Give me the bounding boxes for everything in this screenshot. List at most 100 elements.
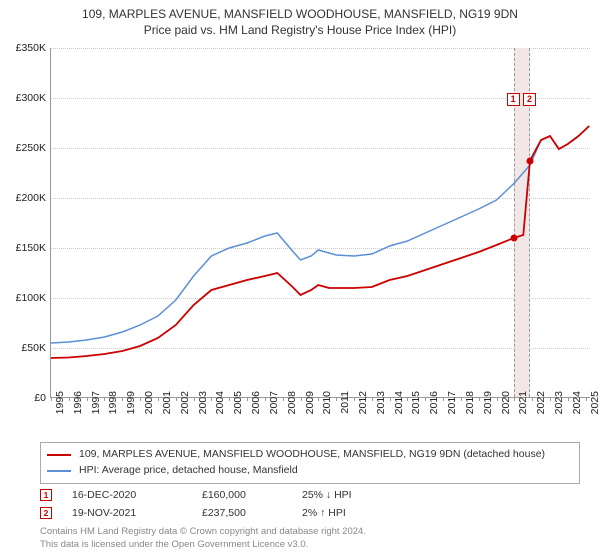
x-tick-mark [51,397,52,401]
x-tick-label: 2025 [589,391,600,414]
x-tick-mark [586,397,587,401]
x-tick-label: 2016 [428,391,440,414]
x-tick-label: 1995 [54,391,66,414]
x-tick-label: 2015 [410,391,422,414]
y-tick-label: £200K [6,192,46,204]
x-tick-label: 2017 [446,391,458,414]
legend: 109, MARPLES AVENUE, MANSFIELD WOODHOUSE… [40,442,580,484]
x-tick-mark [122,397,123,401]
x-tick-label: 2023 [553,391,565,414]
footer-attribution: Contains HM Land Registry data © Crown c… [40,526,366,552]
x-tick-mark [479,397,480,401]
plot-area: 12 1995199619971998199920002001200220032… [50,48,590,398]
x-tick-label: 2005 [232,391,244,414]
x-tick-mark [158,397,159,401]
chart-area: £0 £50K £100K £150K £200K £250K £300K £350K 12 … [8,42,592,432]
x-tick-label: 2022 [535,391,547,414]
x-tick-mark [318,397,319,401]
x-tick-label: 2003 [197,391,209,414]
x-tick-mark [211,397,212,401]
marker-pct-1: 25% ↓ HPI [302,489,422,501]
x-tick-label: 2004 [214,391,226,414]
footer-line2: This data is licensed under the Open Gov… [40,539,366,552]
marker-row-1: 1 16-DEC-2020 £160,000 25% ↓ HPI [40,486,422,504]
marker-date-1: 16-DEC-2020 [72,489,202,501]
x-tick-label: 1997 [90,391,102,414]
title-line2: Price paid vs. HM Land Registry's House … [0,22,600,38]
title-line1: 109, MARPLES AVENUE, MANSFIELD WOODHOUSE… [0,6,600,22]
x-tick-label: 2024 [571,391,583,414]
x-tick-mark [229,397,230,401]
marker-badge-2: 2 [40,507,52,519]
x-tick-label: 2000 [143,391,155,414]
x-tick-label: 1998 [107,391,119,414]
x-tick-mark [104,397,105,401]
marker-price-2: £237,500 [202,507,302,519]
x-tick-label: 2006 [250,391,262,414]
x-tick-mark [140,397,141,401]
marker-box-1: 1 [507,93,520,106]
x-tick-label: 2012 [357,391,369,414]
series-hpi [51,126,589,343]
legend-item-property: 109, MARPLES AVENUE, MANSFIELD WOODHOUSE… [47,447,573,463]
x-tick-label: 2021 [517,391,529,414]
sale-markers-table: 1 16-DEC-2020 £160,000 25% ↓ HPI 2 19-NO… [40,486,422,522]
x-tick-mark [461,397,462,401]
marker-pct-2: 2% ↑ HPI [302,507,422,519]
y-tick-label: £150K [6,242,46,254]
marker-row-2: 2 19-NOV-2021 £237,500 2% ↑ HPI [40,504,422,522]
y-tick-label: £100K [6,292,46,304]
marker-badge-1: 1 [40,489,52,501]
x-tick-label: 1999 [125,391,137,414]
sale-point-2 [527,157,534,164]
x-tick-label: 2014 [393,391,405,414]
legend-swatch-property [47,454,71,456]
x-tick-label: 2018 [464,391,476,414]
x-tick-mark [497,397,498,401]
x-tick-mark [568,397,569,401]
x-tick-label: 2001 [161,391,173,414]
sale-point-1 [510,235,517,242]
x-tick-mark [87,397,88,401]
x-tick-mark [550,397,551,401]
y-tick-label: £0 [6,392,46,404]
x-tick-mark [372,397,373,401]
x-tick-label: 2008 [286,391,298,414]
x-tick-mark [176,397,177,401]
x-tick-mark [532,397,533,401]
series-property [51,126,589,358]
x-tick-mark [69,397,70,401]
x-tick-mark [443,397,444,401]
y-tick-label: £300K [6,92,46,104]
marker-date-2: 19-NOV-2021 [72,507,202,519]
x-tick-label: 2002 [179,391,191,414]
legend-swatch-hpi [47,470,71,472]
legend-label-property: 109, MARPLES AVENUE, MANSFIELD WOODHOUSE… [79,447,545,463]
x-tick-label: 2019 [482,391,494,414]
marker-box-2: 2 [523,93,536,106]
y-tick-label: £350K [6,42,46,54]
x-tick-label: 2009 [304,391,316,414]
chart-title: 109, MARPLES AVENUE, MANSFIELD WOODHOUSE… [0,0,600,38]
x-tick-mark [390,397,391,401]
x-tick-mark [194,397,195,401]
x-tick-mark [354,397,355,401]
y-tick-label: £50K [6,342,46,354]
x-tick-mark [407,397,408,401]
x-tick-mark [336,397,337,401]
x-tick-label: 2010 [321,391,333,414]
x-tick-mark [283,397,284,401]
x-tick-mark [425,397,426,401]
legend-item-hpi: HPI: Average price, detached house, Mans… [47,463,573,479]
x-tick-label: 2020 [500,391,512,414]
x-tick-mark [514,397,515,401]
x-tick-mark [247,397,248,401]
y-tick-label: £250K [6,142,46,154]
x-tick-label: 2007 [268,391,280,414]
legend-label-hpi: HPI: Average price, detached house, Mans… [79,463,298,479]
x-tick-mark [265,397,266,401]
x-tick-label: 2013 [375,391,387,414]
x-tick-label: 1996 [72,391,84,414]
marker-price-1: £160,000 [202,489,302,501]
x-tick-mark [301,397,302,401]
